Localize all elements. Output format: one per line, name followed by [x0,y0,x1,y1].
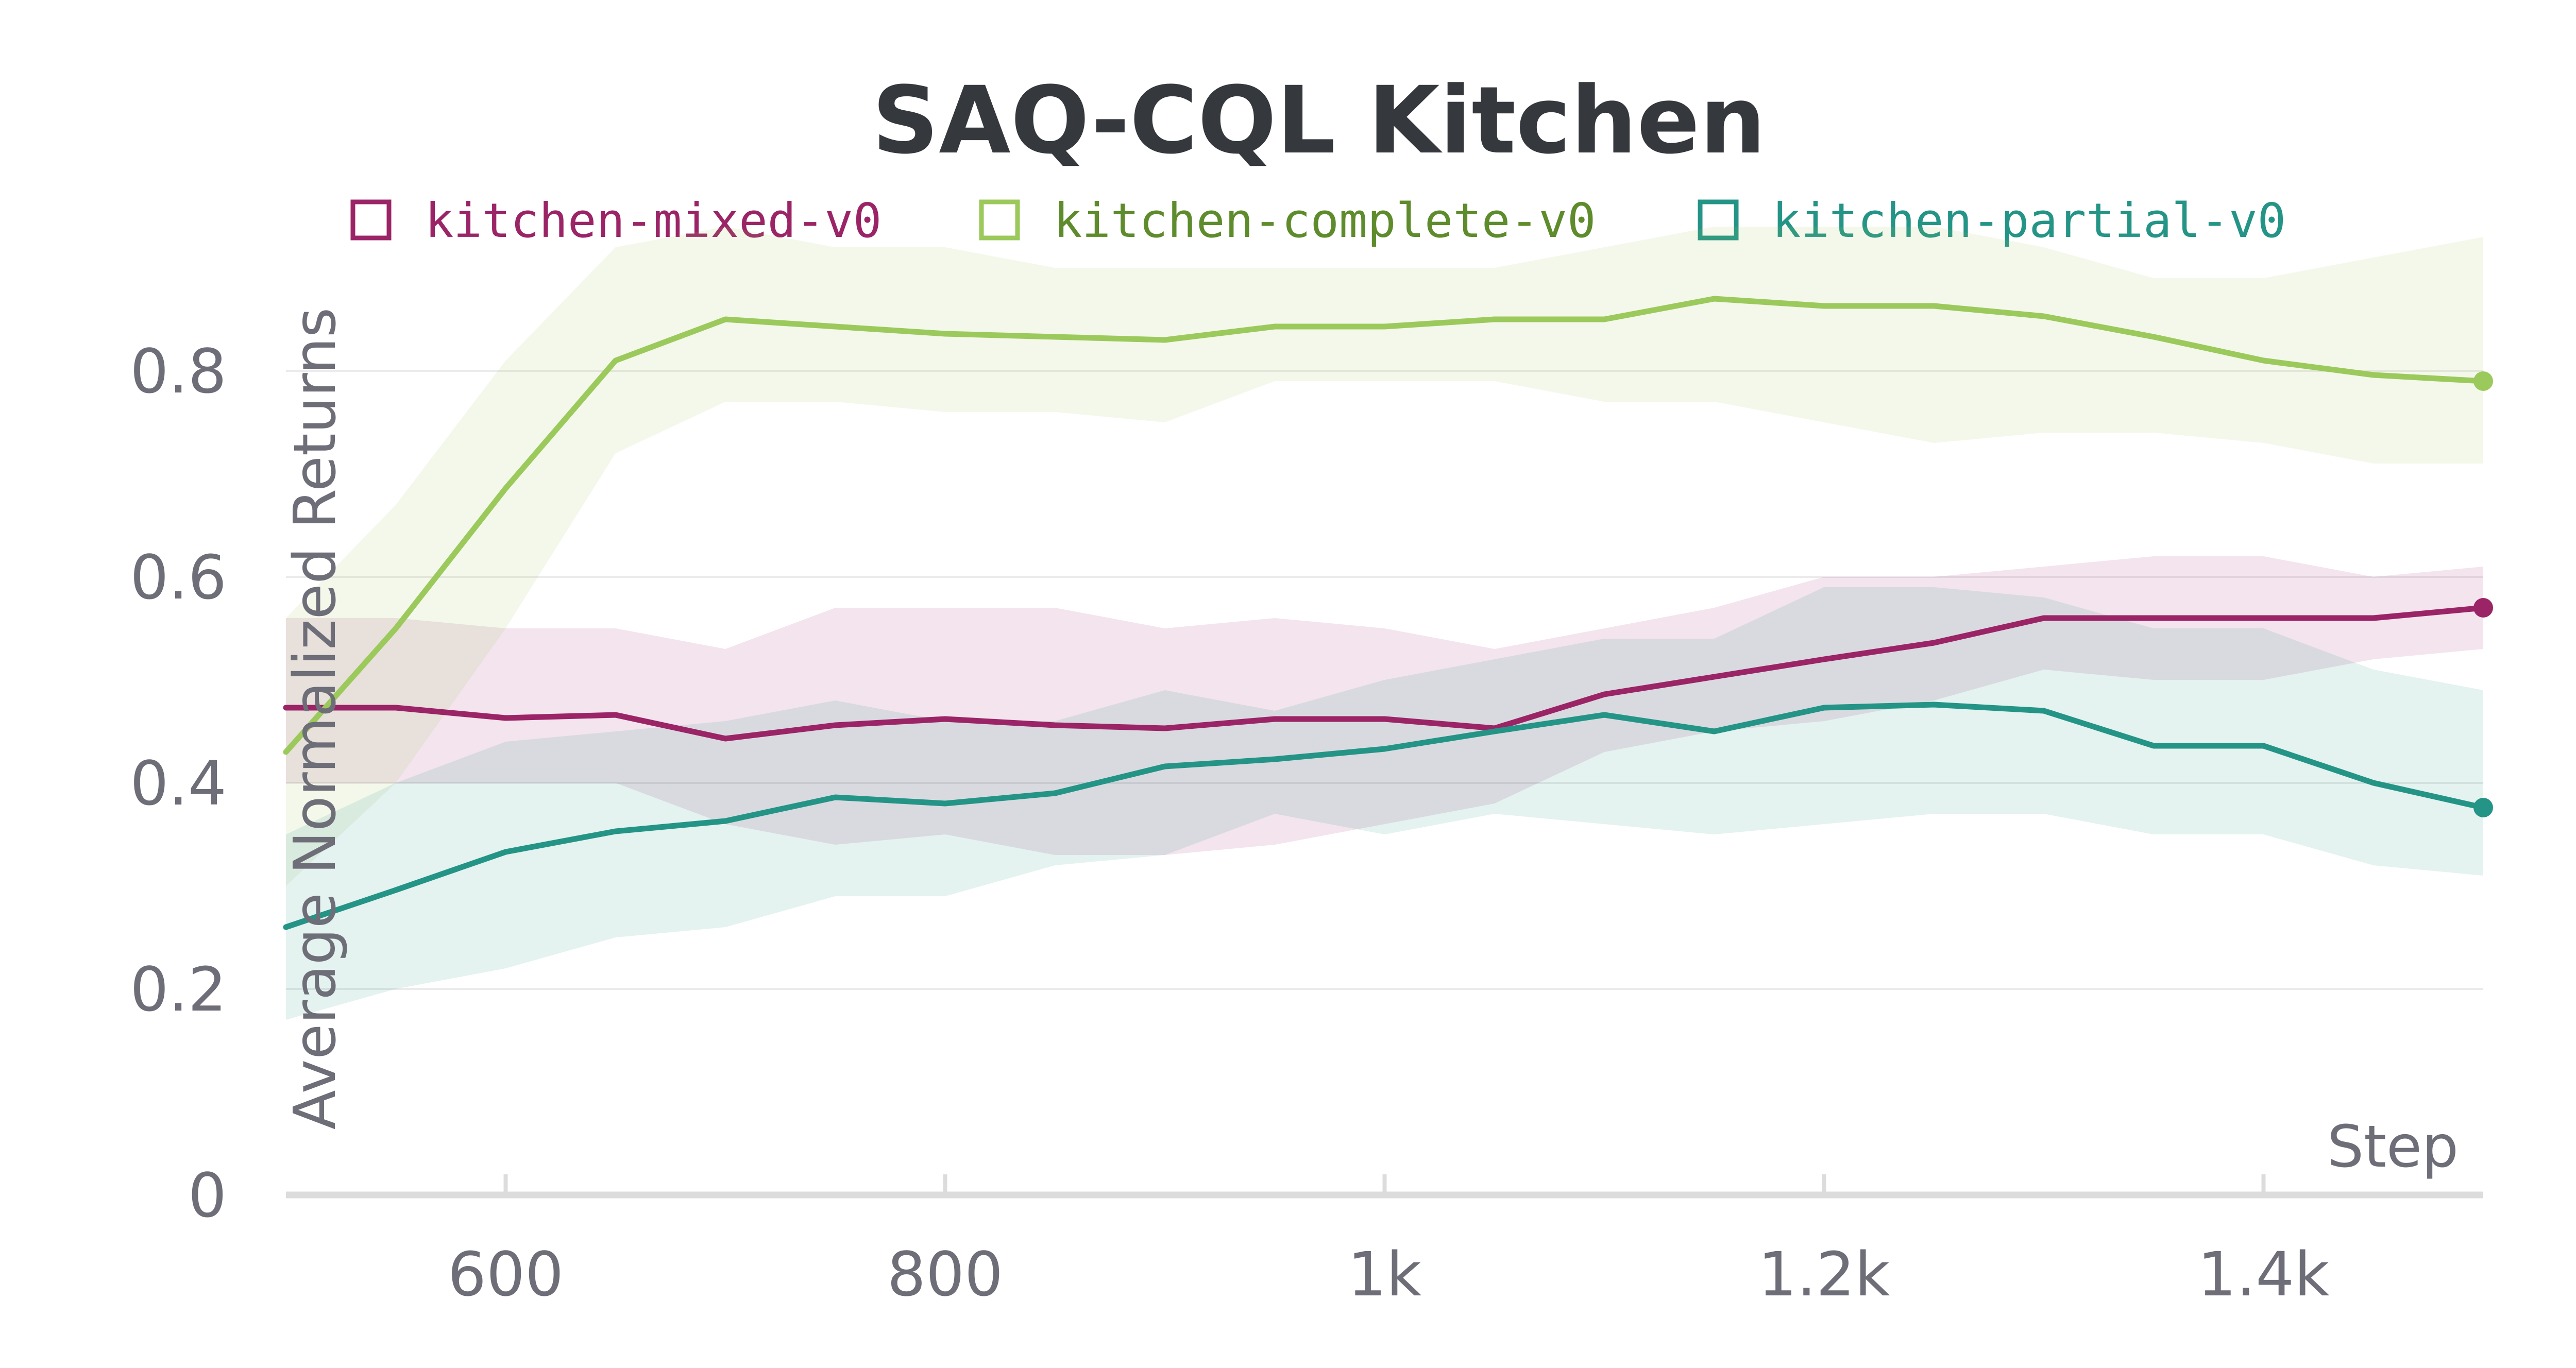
series-line-kitchen-mixed-v0 [283,605,2486,742]
series-end-marker-kitchen-mixed-v0 [2473,598,2493,618]
confidence-band-kitchen-mixed-v0 [286,556,2483,855]
x-tick-label: 1.4k [2198,1239,2330,1310]
tick-labels: 0 0.2 0.4 0.6 0.8 600 800 1k 1.2k 1.4k [130,336,2329,1310]
axes [286,1174,2483,1199]
grid-lines [286,370,2483,990]
legend-swatch-kitchen-complete-v0 [979,199,1020,241]
legend-swatch-kitchen-partial-v0 [1698,199,1739,241]
series-line-kitchen-partial-v0 [283,702,2486,930]
legend-label: kitchen-complete-v0 [1054,193,1596,248]
legend-item-kitchen-partial-v0: kitchen-partial-v0 [1698,193,2286,248]
legend-label: kitchen-partial-v0 [1772,193,2286,248]
legend-swatch-kitchen-mixed-v0 [350,199,392,241]
y-tick-label: 0.6 [130,542,227,613]
x-axis-label: Step [2327,1114,2459,1181]
series-end-marker-kitchen-partial-v0 [2473,798,2493,817]
series-end-marker-kitchen-complete-v0 [2473,371,2493,391]
legend-item-kitchen-complete-v0: kitchen-complete-v0 [979,193,1596,248]
y-tick-label: 0 [188,1160,227,1231]
y-tick-label: 0.2 [130,954,227,1025]
legend-label: kitchen-mixed-v0 [425,193,882,248]
x-tick-label: 1.2k [1758,1239,1890,1310]
series-lines [283,296,2493,930]
x-tick-label: 800 [887,1239,1003,1310]
series-line-kitchen-complete-v0 [283,296,2486,755]
x-tick-label: 600 [448,1239,564,1310]
legend: kitchen-mixed-v0 kitchen-complete-v0 kitch… [350,193,2286,248]
chart-title: SAQ-CQL Kitchen [872,67,1766,175]
confidence-band-kitchen-partial-v0 [286,587,2483,1020]
y-tick-label: 0.4 [130,748,227,819]
legend-item-kitchen-mixed-v0: kitchen-mixed-v0 [350,193,882,248]
confidence-bands [286,227,2483,1020]
y-axis-label: Average Normalized Returns [282,307,349,1130]
y-tick-label: 0.8 [130,336,227,407]
x-tick-label: 1k [1348,1239,1421,1310]
confidence-band-kitchen-complete-v0 [286,227,2483,886]
